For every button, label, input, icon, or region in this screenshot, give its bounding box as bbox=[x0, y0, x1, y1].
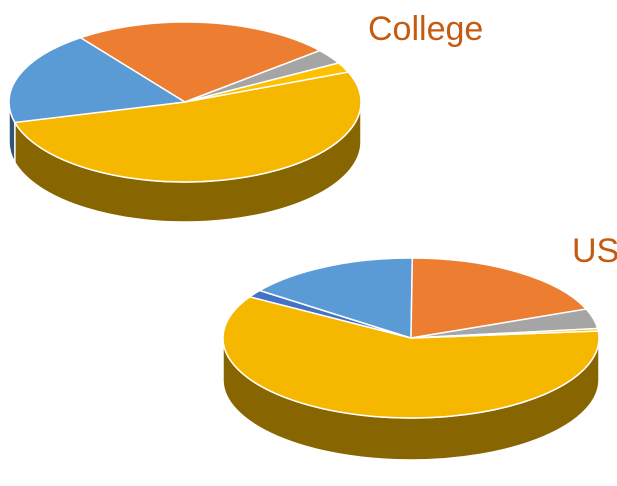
college-chart-title: College bbox=[368, 10, 483, 48]
us-pie-chart bbox=[222, 257, 600, 461]
pie-top-face bbox=[222, 257, 600, 419]
college-pie-chart bbox=[8, 21, 362, 223]
pie-slice bbox=[13, 71, 362, 183]
pie-slice bbox=[8, 36, 188, 124]
pie-slice bbox=[184, 62, 350, 103]
pie-slice bbox=[257, 257, 414, 340]
us-chart-title: US bbox=[572, 232, 617, 270]
pie-top-face bbox=[8, 21, 362, 183]
pie-slice bbox=[78, 21, 322, 103]
pie-slice bbox=[410, 327, 600, 339]
pie-slice bbox=[410, 257, 588, 339]
pie-slice bbox=[222, 295, 600, 419]
